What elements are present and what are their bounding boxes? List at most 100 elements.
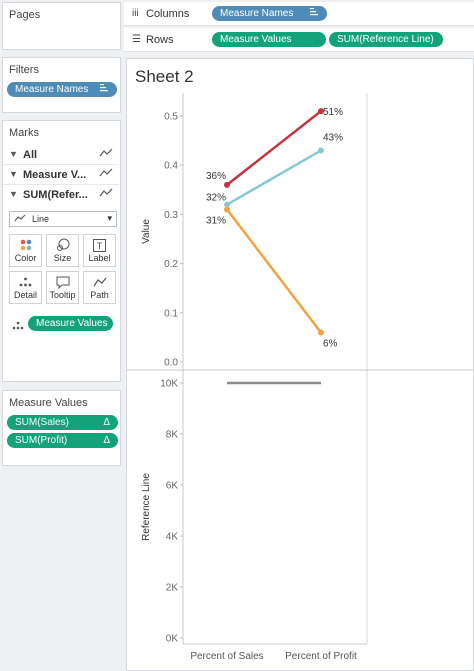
- value-data-label: 31%: [206, 215, 226, 226]
- columns-pill-measure-names[interactable]: Measure Names: [212, 6, 327, 21]
- rows-shelf[interactable]: ☰ Rows Measure Values SUM(Reference Line…: [124, 28, 474, 52]
- measure-pill-profit[interactable]: SUM(Profit) Δ: [7, 433, 118, 448]
- rows-pill-sum-reference-line[interactable]: SUM(Reference Line): [329, 32, 443, 47]
- path-button[interactable]: Path: [83, 271, 116, 304]
- filter-pill-label: Measure Names: [15, 84, 89, 95]
- value-axis-title: Value: [141, 219, 152, 244]
- path-button-label: Path: [90, 290, 109, 300]
- refline-tick-label: 6K: [166, 481, 179, 492]
- value-data-label: 43%: [323, 132, 343, 143]
- measure-pill-label: SUM(Sales): [15, 417, 69, 428]
- label-icon: T: [84, 238, 115, 252]
- value-series-line: [226, 110, 322, 186]
- value-data-label: 36%: [206, 171, 226, 182]
- rows-pill-measure-values[interactable]: Measure Values: [212, 32, 326, 47]
- chevron-down-icon[interactable]: ▼: [9, 169, 18, 179]
- tooltip-button-label: Tooltip: [49, 290, 76, 300]
- chart-area: 0.0 0.1 0.2 0.3 0.4 0.5 Value 36% 51% 32% 43% 31% 6%…: [127, 93, 474, 662]
- color-button-label: Color: [14, 253, 37, 263]
- rows-pill-label: Measure Values: [220, 34, 292, 45]
- size-icon: [47, 238, 78, 252]
- sort-icon[interactable]: [310, 6, 319, 21]
- measure-values-card: Measure Values SUM(Sales) Δ SUM(Profit) …: [2, 390, 121, 466]
- value-data-point: [318, 108, 324, 115]
- measure-pill-label: SUM(Profit): [15, 435, 68, 446]
- value-data-point: [224, 206, 230, 213]
- tooltip-button[interactable]: Tooltip: [46, 271, 79, 304]
- columns-shelf[interactable]: iii Columns Measure Names: [124, 2, 474, 26]
- marks-row-all[interactable]: ▼ All: [3, 145, 119, 165]
- color-dots-icon: [10, 238, 41, 252]
- value-data-point: [224, 181, 230, 188]
- refline-tick-label: 10K: [160, 379, 178, 390]
- sheet-view: Sheet 2 0.0 0.1 0.2 0.3 0.4 0.5 Value 36% 51% 32%…: [126, 58, 474, 671]
- refline-tick-label: 4K: [166, 532, 179, 543]
- label-button-label: Label: [88, 253, 111, 263]
- value-data-label: 32%: [206, 193, 226, 204]
- svg-text:T: T: [97, 241, 103, 251]
- line-mark-icon: [14, 214, 26, 225]
- detail-dots-icon: [12, 318, 24, 336]
- marks-row-label: Measure V...: [23, 169, 87, 181]
- pages-card: Pages: [2, 2, 121, 50]
- marks-title: Marks: [9, 127, 39, 139]
- refline-tick-label: 8K: [166, 430, 179, 441]
- pages-title: Pages: [9, 9, 41, 21]
- value-tick-label: 0.3: [164, 210, 178, 221]
- sort-icon[interactable]: [100, 82, 109, 97]
- value-data-point: [224, 201, 230, 208]
- value-tick-label: 0.5: [164, 112, 178, 123]
- value-series-line: [226, 208, 322, 334]
- value-data-label: 51%: [323, 107, 343, 118]
- value-data-point: [318, 329, 324, 336]
- marks-card: Marks ▼ All ▼ Measure V... ▼ SUM(Refer..…: [2, 120, 121, 382]
- refline-tick-label: 2K: [166, 583, 179, 594]
- marks-row-measure-values[interactable]: ▼ Measure V...: [3, 165, 119, 185]
- chevron-down-icon[interactable]: ▼: [9, 189, 18, 199]
- tooltip-icon: [47, 275, 78, 289]
- line-mark-icon: [99, 188, 113, 201]
- marks-pill-measure-values[interactable]: Measure Values: [28, 316, 113, 331]
- refline-tick-label: 0K: [166, 634, 179, 645]
- filters-title: Filters: [9, 64, 39, 76]
- label-button[interactable]: T Label: [83, 234, 116, 267]
- mark-type-dropdown[interactable]: Line ▾: [9, 211, 117, 227]
- x-category-label: Percent of Profit: [285, 651, 357, 662]
- value-series-line: [226, 149, 322, 206]
- line-mark-icon: [99, 148, 113, 161]
- value-data-point: [318, 147, 324, 154]
- detail-button-label: Detail: [13, 290, 37, 300]
- value-tick-label: 0.1: [164, 308, 178, 319]
- refline-axis-title: Reference Line: [141, 473, 152, 541]
- filters-card: Filters Measure Names: [2, 57, 121, 113]
- marks-row-label: SUM(Refer...: [23, 189, 88, 201]
- value-data-label: 6%: [323, 338, 338, 349]
- size-button-label: Size: [53, 253, 72, 263]
- measure-values-title: Measure Values: [9, 397, 88, 409]
- measure-pill-sales[interactable]: SUM(Sales) Δ: [7, 415, 118, 430]
- size-button[interactable]: Size: [46, 234, 79, 267]
- path-icon: [84, 275, 115, 289]
- marks-pill-label: Measure Values: [36, 318, 108, 329]
- line-mark-icon: [99, 168, 113, 181]
- detail-button[interactable]: Detail: [9, 271, 42, 304]
- value-tick-label: 0.0: [164, 358, 178, 369]
- marks-row-sum-reference[interactable]: ▼ SUM(Refer...: [3, 185, 119, 205]
- mark-type-label: Line: [32, 214, 50, 224]
- x-category-label: Percent of Sales: [190, 651, 263, 662]
- value-tick-label: 0.2: [164, 259, 178, 270]
- columns-shelf-label: Columns: [146, 8, 190, 20]
- chevron-down-icon[interactable]: ▼: [9, 149, 18, 159]
- filter-pill-measure-names[interactable]: Measure Names: [7, 82, 117, 97]
- rows-shelf-label: Rows: [146, 34, 174, 46]
- chevron-down-icon[interactable]: ▾: [107, 213, 112, 223]
- columns-pill-label: Measure Names: [220, 8, 294, 19]
- columns-icon: iii: [132, 8, 139, 19]
- delta-icon: Δ: [103, 417, 110, 428]
- delta-icon: Δ: [103, 435, 110, 446]
- marks-row-label: All: [23, 149, 38, 161]
- rows-pill-label: SUM(Reference Line): [337, 34, 434, 45]
- detail-dots-icon: [10, 275, 41, 289]
- color-button[interactable]: Color: [9, 234, 42, 267]
